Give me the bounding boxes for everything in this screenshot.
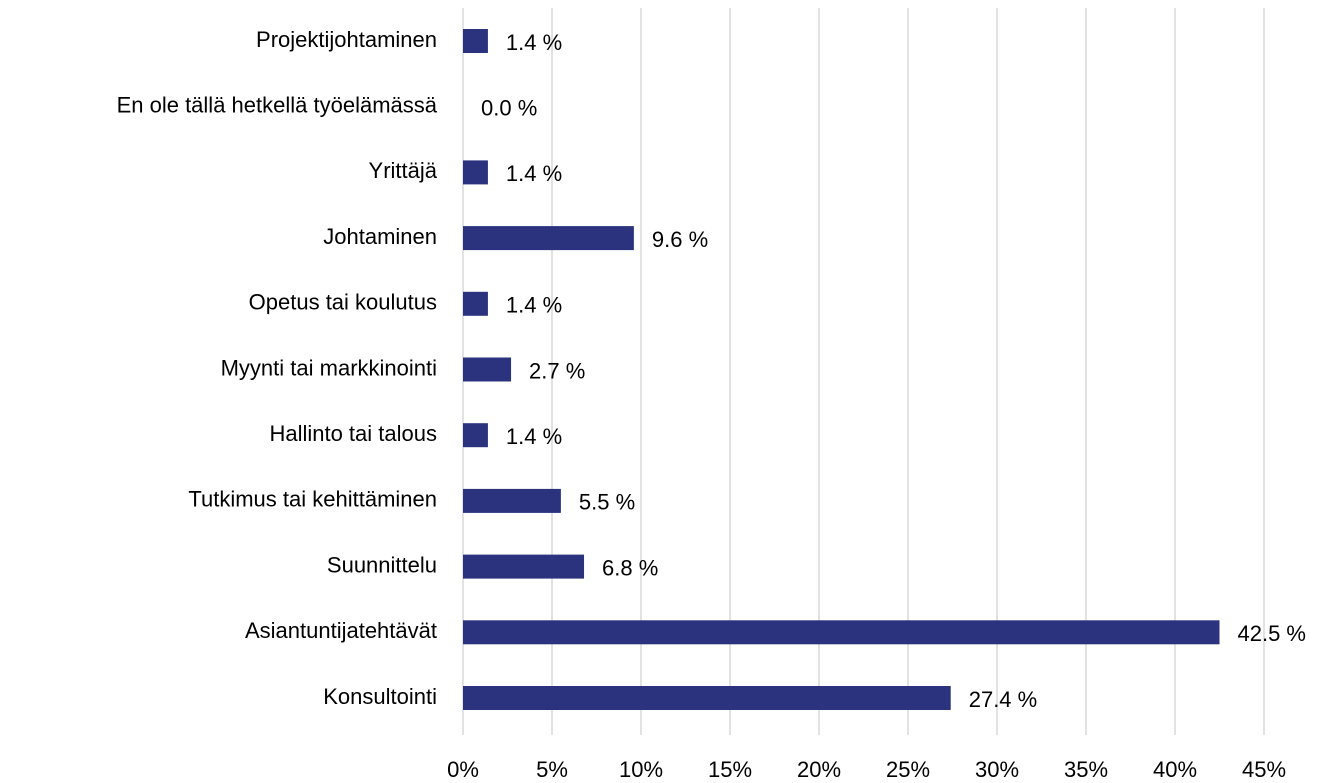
data-label: 1.4 % bbox=[506, 30, 562, 55]
data-label: 27.4 % bbox=[969, 687, 1038, 712]
x-tick-label: 5% bbox=[536, 757, 568, 782]
bar bbox=[463, 554, 585, 579]
data-label: 5.5 % bbox=[579, 490, 635, 515]
x-tick-label: 45% bbox=[1242, 757, 1286, 782]
y-tick-label: Myynti tai markkinointi bbox=[221, 355, 437, 380]
data-label: 1.4 % bbox=[506, 293, 562, 318]
x-tick-label: 0% bbox=[447, 757, 479, 782]
data-label: 42.5 % bbox=[1238, 621, 1307, 646]
bar bbox=[463, 29, 488, 53]
y-tick-label: Johtaminen bbox=[323, 224, 437, 249]
x-tick-label: 15% bbox=[708, 757, 752, 782]
data-label: 6.8 % bbox=[602, 555, 658, 580]
bar bbox=[463, 423, 488, 448]
data-label: 2.7 % bbox=[529, 358, 585, 383]
y-tick-label: Konsultointi bbox=[323, 684, 437, 709]
y-tick-label: Tutkimus tai kehittäminen bbox=[188, 487, 437, 512]
y-tick-label: Projektijohtaminen bbox=[256, 27, 437, 52]
data-label: 1.4 % bbox=[506, 424, 562, 449]
y-tick-label: Asiantuntijatehtävät bbox=[245, 618, 437, 643]
y-tick-label: Yrittäjä bbox=[369, 158, 438, 183]
bar bbox=[463, 160, 488, 185]
x-tick-label: 10% bbox=[619, 757, 663, 782]
bar bbox=[463, 357, 512, 382]
y-tick-label: En ole tällä hetkellä työelämässä bbox=[117, 93, 438, 118]
data-label: 9.6 % bbox=[652, 227, 708, 252]
bar bbox=[463, 488, 561, 513]
x-tick-label: 25% bbox=[886, 757, 930, 782]
y-tick-label: Opetus tai koulutus bbox=[249, 290, 437, 315]
y-tick-label: Hallinto tai talous bbox=[269, 421, 437, 446]
x-tick-label: 30% bbox=[975, 757, 1019, 782]
data-label: 1.4 % bbox=[506, 161, 562, 186]
bar bbox=[463, 291, 488, 316]
y-tick-label: Suunnittelu bbox=[327, 552, 437, 577]
bar bbox=[463, 686, 951, 710]
x-tick-label: 35% bbox=[1064, 757, 1108, 782]
bar bbox=[463, 620, 1220, 645]
x-tick-label: 40% bbox=[1153, 757, 1197, 782]
x-tick-label: 20% bbox=[797, 757, 841, 782]
bar bbox=[463, 226, 634, 251]
data-label: 0.0 % bbox=[481, 96, 537, 121]
